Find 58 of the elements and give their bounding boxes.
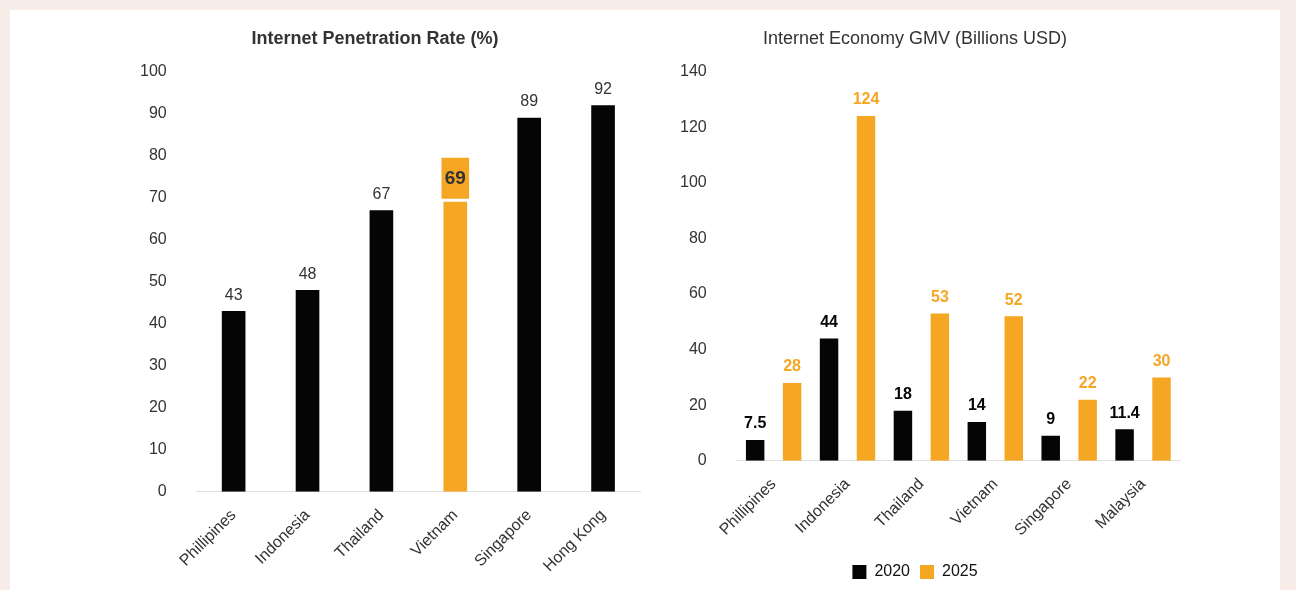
data-label: 9 [1046, 410, 1056, 428]
bar [856, 116, 876, 461]
bar [1004, 316, 1023, 461]
legend-label: 2025 [942, 562, 978, 580]
bar [930, 313, 950, 461]
bar [591, 105, 615, 492]
bar [295, 290, 320, 492]
data-label: 11.4 [1109, 403, 1140, 421]
y-tick-label: 80 [688, 228, 707, 246]
y-tick-label: 20 [148, 398, 167, 416]
y-tick-label: 30 [148, 356, 167, 374]
y-tick-label: 0 [157, 482, 167, 500]
bar [893, 410, 913, 461]
y-tick-label: 90 [148, 104, 167, 122]
bar [1152, 377, 1171, 461]
data-label: 7.5 [744, 414, 767, 432]
bar [1041, 435, 1060, 461]
y-tick-label: 100 [679, 173, 707, 191]
y-tick-label: 60 [148, 230, 167, 248]
bar [819, 338, 839, 461]
y-tick-label: 50 [148, 272, 167, 290]
y-tick-label: 100 [139, 62, 167, 80]
data-label: 92 [594, 79, 613, 97]
bar [782, 383, 802, 461]
bar [745, 439, 765, 461]
y-tick-label: 40 [688, 340, 707, 358]
data-label: 28 [783, 357, 802, 375]
y-tick-label: 70 [148, 188, 167, 206]
data-label: 44 [820, 312, 839, 330]
data-label: 124 [852, 90, 880, 108]
legend-label: 2020 [874, 562, 911, 580]
data-label: 14 [967, 396, 986, 414]
data-label: 53 [930, 287, 949, 305]
bar [1078, 399, 1097, 461]
bar [221, 311, 246, 492]
bar [967, 421, 987, 461]
y-tick-label: 40 [148, 314, 167, 332]
y-tick-label: 0 [697, 451, 707, 469]
data-label: 69 [444, 167, 466, 189]
chart-title: Internet Economy GMV (Billions USD) [762, 27, 1068, 48]
data-label: 43 [224, 285, 243, 303]
bar [517, 117, 541, 492]
chart-title: Internet Penetration Rate (%) [251, 27, 499, 48]
data-label: 30 [1152, 351, 1171, 369]
y-tick-label: 60 [688, 284, 707, 302]
data-label: 89 [520, 92, 539, 110]
data-label: 18 [894, 385, 912, 403]
data-label: 48 [298, 264, 317, 282]
y-tick-label: 140 [679, 62, 707, 80]
y-tick-label: 20 [688, 395, 707, 413]
data-label: 22 [1078, 374, 1097, 392]
data-label: 67 [372, 184, 391, 202]
y-tick-label: 80 [148, 146, 167, 164]
bar [369, 210, 394, 492]
data-label: 52 [1004, 290, 1023, 308]
y-tick-label: 10 [148, 440, 167, 458]
y-tick-label: 120 [679, 117, 707, 135]
bar [1115, 429, 1134, 461]
